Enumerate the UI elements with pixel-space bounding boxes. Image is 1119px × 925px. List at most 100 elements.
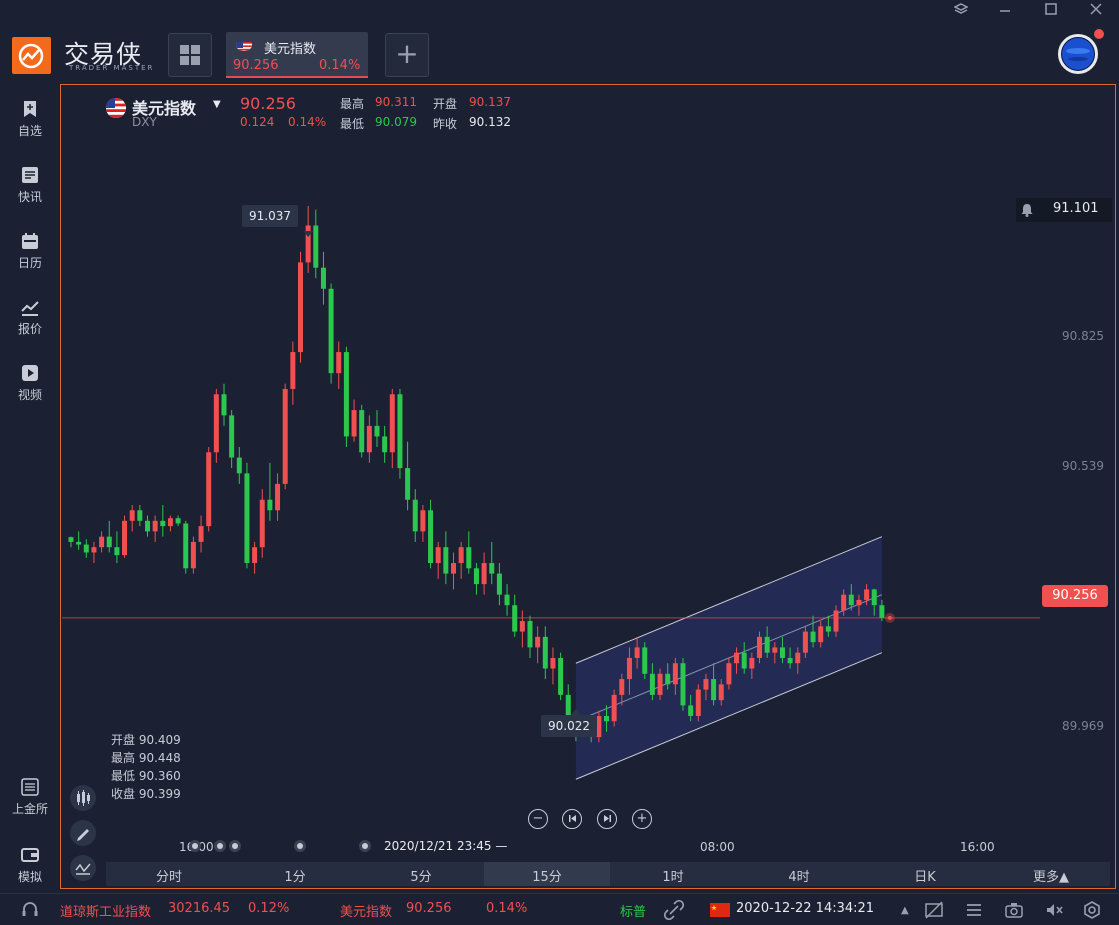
bookmark-icon [24, 101, 36, 117]
us-flag-icon [106, 98, 126, 118]
brand-subtitle: TRADER MASTER [69, 64, 155, 72]
ohlc-open: 开盘 90.409 [111, 733, 181, 747]
logo-icon [18, 43, 44, 69]
period-tab-5m[interactable]: 5分 [410, 870, 432, 885]
low-label: 最低 [340, 117, 365, 131]
tab-label: 美元指数 [264, 42, 317, 57]
price-change: 0.124 [240, 115, 275, 129]
draw-tool-button[interactable] [70, 820, 96, 846]
price-axis-label: 90.539 [1062, 459, 1104, 473]
instrument-name[interactable]: 美元指数 [132, 99, 197, 118]
chart-off-icon[interactable] [924, 900, 944, 920]
time-axis-label: 16:00 [960, 840, 995, 854]
high-value: 90.311 [375, 95, 417, 109]
maximize-icon[interactable] [1036, 2, 1066, 20]
tab-percent: 0.14% [319, 58, 361, 73]
link-icon[interactable] [664, 900, 684, 920]
open-value: 90.137 [469, 95, 511, 109]
period-tab-1h[interactable]: 1时 [662, 870, 684, 885]
wallet-icon [21, 848, 39, 862]
headset-icon[interactable] [20, 900, 40, 920]
prev-close-value: 90.132 [469, 115, 511, 129]
sidebar-item-video[interactable]: 视频 [0, 364, 60, 403]
sidebar-item-label: 自选 [17, 124, 42, 138]
high-label: 最高 [340, 97, 365, 111]
sidebar-item-label: 报价 [17, 322, 42, 336]
notification-badge [1094, 29, 1104, 39]
camera-icon[interactable] [1004, 900, 1024, 920]
settings-icon[interactable] [1082, 900, 1102, 920]
mode-label[interactable]: 标普 [620, 905, 647, 920]
ticker-dxy-percent: 0.14% [486, 901, 528, 916]
sidebar [0, 84, 60, 892]
crosshair-time-label: 2020/12/21 23:45 — [381, 838, 511, 854]
sidebar-item-sge[interactable]: 上金所 [0, 778, 60, 817]
zoom-in-button[interactable]: + [632, 809, 652, 829]
period-more-button[interactable]: 更多▲ [1033, 870, 1069, 885]
sidebar-item-label: 视频 [17, 388, 42, 402]
skip-back-icon [568, 815, 576, 822]
tab-price: 90.256 [233, 58, 279, 73]
scroll-start-button[interactable] [562, 809, 582, 829]
pencil-icon [77, 829, 89, 841]
sidebar-item-label: 日历 [17, 256, 42, 270]
price-alert[interactable] [1016, 198, 1112, 222]
status-bar [0, 893, 1119, 925]
min-price-callout: 90.022 [541, 715, 597, 737]
sidebar-item-news[interactable]: 快讯 [0, 166, 60, 205]
current-price: 90.256 [240, 94, 296, 113]
brand-name: 交易侠 [64, 40, 143, 69]
period-tab-15m[interactable]: 15分 [532, 870, 562, 885]
ohlc-low: 最低 90.360 [111, 769, 181, 783]
add-tab-button[interactable]: + [385, 33, 429, 77]
app-logo [12, 37, 51, 74]
us-flag-icon [236, 39, 252, 51]
period-active-highlight [484, 862, 610, 886]
indicator-icon [75, 863, 91, 875]
close-icon[interactable] [1081, 2, 1111, 20]
period-tab-1m[interactable]: 1分 [284, 870, 306, 885]
ticker-dxy-name[interactable]: 美元指数 [340, 905, 393, 920]
layout-grid-button[interactable] [168, 33, 212, 77]
avatar[interactable] [1058, 34, 1098, 74]
alert-price: 91.101 [1053, 201, 1099, 216]
open-label: 开盘 [433, 97, 458, 111]
period-tab-daily[interactable]: 日K [914, 870, 936, 885]
prev-close-label: 昨收 [433, 117, 458, 131]
minimize-icon[interactable] [990, 2, 1020, 20]
sidebar-item-simulate[interactable]: 模拟 [0, 846, 60, 885]
current-price-tag: 90.256 [1042, 585, 1108, 607]
candle-type-button[interactable] [70, 785, 96, 811]
ticker-dow-name[interactable]: 道琼斯工业指数 [60, 905, 152, 920]
clock-datetime: 2020-12-22 14:34:21 [736, 901, 875, 916]
sidebar-item-label: 上金所 [11, 802, 48, 816]
zoom-out-button[interactable]: − [528, 809, 548, 829]
max-price-callout: 91.037 [242, 205, 298, 227]
ticker-dow-percent: 0.12% [248, 901, 290, 916]
ohlc-close: 收盘 90.399 [111, 787, 181, 801]
instrument-symbol: DXY [132, 115, 157, 129]
period-tab-4h[interactable]: 4时 [788, 870, 810, 885]
tab-dxy[interactable]: 美元指数 90.256 0.14% [226, 32, 368, 78]
layers-icon[interactable] [946, 2, 976, 20]
indicator-button[interactable] [70, 855, 96, 881]
sidebar-item-quotes[interactable]: 报价 [0, 298, 60, 337]
chevron-up-icon[interactable]: ▲ [901, 905, 909, 916]
sidebar-item-watchlist[interactable]: 自选 [0, 100, 60, 139]
price-axis-label: 90.825 [1062, 329, 1104, 343]
sidebar-item-label: 模拟 [17, 870, 42, 884]
time-axis-label: 08:00 [700, 840, 735, 854]
period-tab-timeshare[interactable]: 分时 [155, 870, 182, 885]
low-value: 90.079 [375, 115, 417, 129]
sidebar-item-calendar[interactable]: 日历 [0, 232, 60, 271]
menu-icon[interactable] [964, 900, 984, 920]
ticker-dxy-value: 90.256 [406, 901, 452, 916]
bell-icon[interactable] [1019, 202, 1035, 218]
quote-chart-icon [21, 301, 39, 316]
scroll-end-button[interactable] [597, 809, 617, 829]
china-flag-icon [710, 903, 730, 917]
planet-icon [1062, 38, 1094, 70]
chevron-down-icon[interactable]: ▼ [213, 99, 221, 110]
mute-icon[interactable] [1044, 900, 1064, 920]
chart-panel [60, 84, 1116, 889]
